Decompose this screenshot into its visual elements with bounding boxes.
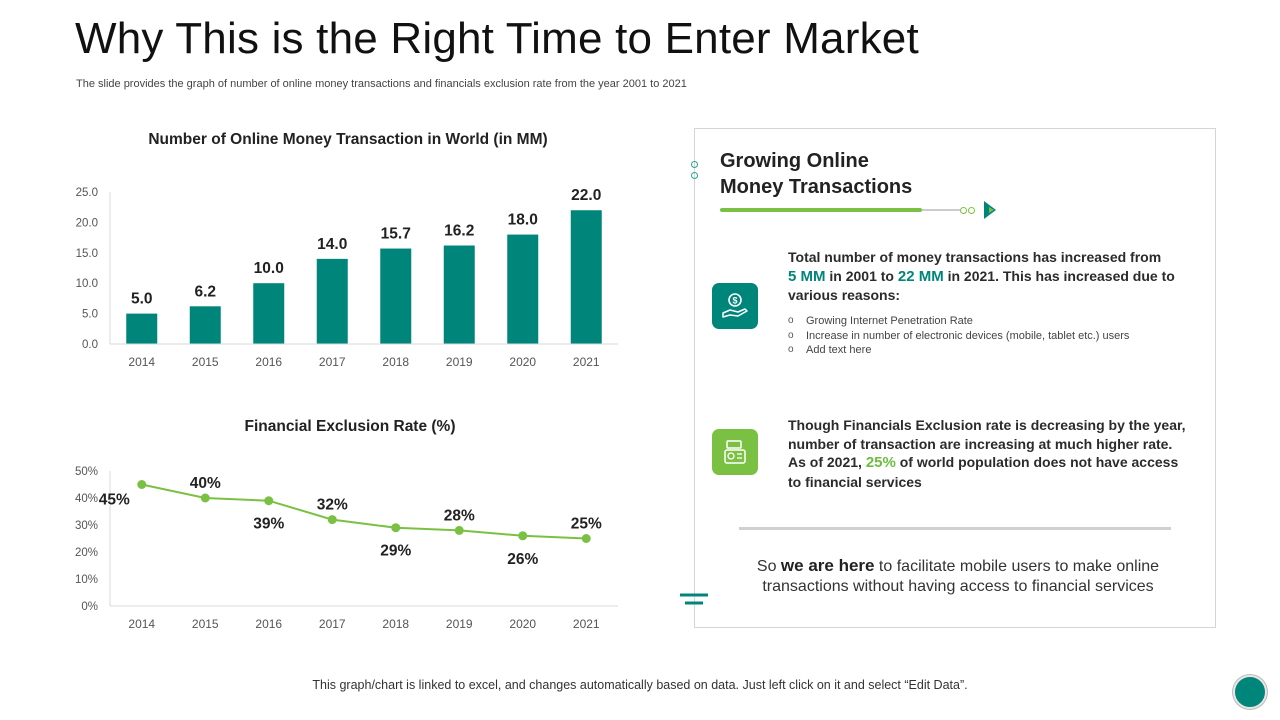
bar[interactable] <box>316 258 348 344</box>
corner-circle-icon <box>1233 675 1267 709</box>
page-title: Why This is the Right Time to Enter Mark… <box>75 14 919 63</box>
bar[interactable] <box>126 313 158 344</box>
progress-fill <box>720 208 922 212</box>
line-point[interactable] <box>264 496 274 506</box>
point-transactions-text: Total number of money transactions has i… <box>788 249 1175 303</box>
bar-x-tick-label: 2018 <box>382 355 409 369</box>
reasons-list: Growing Internet Penetration RateIncreas… <box>788 314 1178 358</box>
progress-dot-icon <box>968 207 975 214</box>
line-point[interactable] <box>518 531 528 541</box>
svg-text:$: $ <box>732 296 737 306</box>
bar-value-label: 16.2 <box>444 223 474 240</box>
line-y-tick-label: 0% <box>81 601 98 613</box>
bar-x-tick-label: 2016 <box>255 355 282 369</box>
point-exclusion-text: Though Financials Exclusion rate is decr… <box>788 417 1186 490</box>
decor-dot-icon <box>691 172 698 179</box>
line-value-label: 29% <box>380 543 411 560</box>
bar[interactable] <box>570 210 602 344</box>
bar[interactable] <box>443 245 475 344</box>
bar-value-label: 6.2 <box>194 283 216 300</box>
bar-y-tick-label: 10.0 <box>76 278 98 290</box>
bar-x-tick-label: 2020 <box>509 355 536 369</box>
transactions-bar-chart[interactable]: Number of Online Money Transaction in Wo… <box>60 118 640 383</box>
bar-y-tick-label: 5.0 <box>82 309 98 321</box>
line-value-label: 39% <box>253 516 284 533</box>
bar-x-tick-label: 2015 <box>192 355 219 369</box>
cash-register-icon <box>712 429 758 475</box>
arrow-right-icon <box>984 201 996 219</box>
reason-item: Add text here <box>788 343 1178 358</box>
divider <box>739 527 1171 530</box>
bar-value-label: 18.0 <box>508 212 538 229</box>
line-y-tick-label: 30% <box>75 520 98 532</box>
line-x-tick-label: 2019 <box>446 617 473 631</box>
progress-dot-icon <box>960 207 967 214</box>
line-x-tick-label: 2014 <box>128 617 155 631</box>
page-subtitle: The slide provides the graph of number o… <box>76 78 687 90</box>
line-value-label: 26% <box>507 551 538 568</box>
exclusion-line-chart[interactable]: Financial Exclusion Rate (%) 0% 10% 20% 30%… <box>60 405 640 640</box>
bar-x-tick-label: 2017 <box>319 355 346 369</box>
line-point[interactable] <box>327 515 337 525</box>
line-point[interactable] <box>200 493 210 503</box>
line-x-tick-label: 2021 <box>573 617 600 631</box>
bar-y-tick-label: 25.0 <box>76 187 98 199</box>
line-chart-title: Financial Exclusion Rate (%) <box>244 418 455 435</box>
bar-y-tick-label: 20.0 <box>76 217 98 229</box>
reason-item: Increase in number of electronic devices… <box>788 329 1178 344</box>
info-panel <box>694 128 1216 628</box>
bar-value-label: 15.7 <box>381 226 411 243</box>
bar-value-label: 22.0 <box>571 187 601 204</box>
money-hand-icon: $ <box>712 283 758 329</box>
line-x-tick-label: 2015 <box>192 617 219 631</box>
bar-value-label: 5.0 <box>131 291 153 308</box>
bar-x-tick-label: 2019 <box>446 355 473 369</box>
line-x-tick-label: 2016 <box>255 617 282 631</box>
line-y-tick-label: 10% <box>75 574 98 586</box>
bar-y-tick-label: 0.0 <box>82 339 98 351</box>
bar-chart-title: Number of Online Money Transaction in Wo… <box>148 131 547 148</box>
bar[interactable] <box>189 306 221 344</box>
line-value-label: 25% <box>571 516 602 533</box>
bar-x-tick-label: 2021 <box>573 355 600 369</box>
line-point[interactable] <box>454 525 464 535</box>
bar[interactable] <box>507 234 539 344</box>
line-point[interactable] <box>137 480 147 489</box>
bar-y-tick-label: 15.0 <box>76 248 98 260</box>
line-y-tick-label: 50% <box>75 466 98 478</box>
line-value-label: 40% <box>190 475 221 492</box>
menu-lines-icon <box>680 593 708 605</box>
line-y-tick-label: 40% <box>75 493 98 505</box>
line-value-label: 32% <box>317 497 348 514</box>
bar-value-label: 14.0 <box>317 236 347 253</box>
line-x-tick-label: 2018 <box>382 617 409 631</box>
bar-value-label: 10.0 <box>254 260 284 277</box>
line-x-tick-label: 2017 <box>319 617 346 631</box>
decor-dot-icon <box>691 161 698 168</box>
line-x-tick-label: 2020 <box>509 617 536 631</box>
line-point[interactable] <box>581 534 591 543</box>
line-point[interactable] <box>391 523 401 533</box>
reason-item: Growing Internet Penetration Rate <box>788 314 1178 329</box>
bar-x-tick-label: 2014 <box>128 355 155 369</box>
line-value-label: 28% <box>444 507 475 524</box>
closing-statement: So we are here to facilitate mobile user… <box>756 556 1160 595</box>
line-y-tick-label: 20% <box>75 547 98 559</box>
line-value-label: 45% <box>99 492 130 509</box>
bar[interactable] <box>253 283 285 344</box>
panel-title: Growing Online Money Transactions <box>720 150 913 198</box>
exclusion-line[interactable] <box>141 483 587 540</box>
footer-note: This graph/chart is linked to excel, and… <box>312 678 968 692</box>
bar[interactable] <box>380 248 412 344</box>
